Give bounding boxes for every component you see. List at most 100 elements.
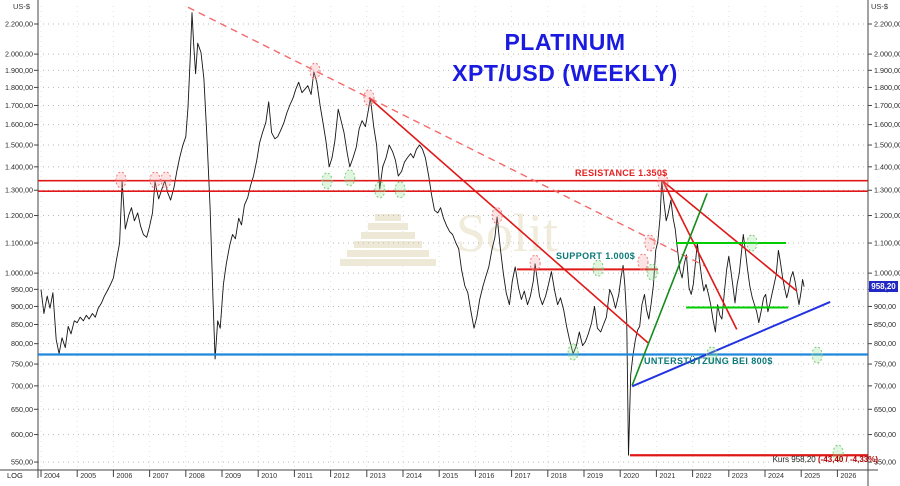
x-axis-label-year: 2026	[840, 471, 856, 480]
y-axis-label-right: 600,00	[874, 430, 896, 439]
y-axis-label-right: 1.300,00	[874, 186, 900, 195]
y-axis-label-right: 900,00	[874, 302, 896, 311]
y-axis-label-right: 1.600,00	[874, 120, 900, 129]
y-axis-label-right: 850,00	[874, 320, 896, 329]
x-axis-label-year: 2005	[80, 471, 96, 480]
support-touch-marker	[832, 444, 844, 462]
y-axis-label-right: 2.200,00	[874, 19, 900, 28]
x-axis-label-year: 2019	[587, 471, 603, 480]
support-touch-marker	[374, 181, 386, 199]
resistance-touch-marker	[149, 171, 161, 189]
y-axis-label-left: 1.900,00	[5, 66, 33, 75]
title-pair-timeframe: XPT/USD (WEEKLY)	[452, 60, 678, 86]
touch-markers	[115, 62, 844, 462]
x-axis-label-year: 2014	[406, 471, 422, 480]
support-touch-marker	[344, 169, 356, 187]
watermark-text: Solit	[456, 203, 559, 263]
y-axis-label-left: 700,00	[11, 381, 33, 390]
support-touch-marker	[746, 234, 758, 252]
y-axis-label-right: 1.200,00	[874, 211, 900, 220]
y-axis-label-left: 800,00	[11, 339, 33, 348]
y-axis-label-left: 1.600,00	[5, 120, 33, 129]
y-axis-label-left: 650,00	[11, 405, 33, 414]
quote-label: Kurs	[772, 455, 790, 464]
title-instrument: PLATINUM	[504, 29, 626, 55]
y-axis-label-right: 1.900,00	[874, 66, 900, 75]
y-axis-label-left: 1.000,00	[5, 269, 33, 278]
x-axis-label-year: 2011	[297, 471, 312, 480]
price-line	[40, 12, 805, 456]
price-series	[40, 12, 805, 456]
gridlines	[38, 6, 868, 469]
x-axis-label-year: 2010	[261, 471, 277, 480]
support-touch-marker	[567, 343, 579, 361]
x-axis-label-year: 2022	[696, 471, 712, 480]
y-axis-label-left: 2.200,00	[5, 19, 33, 28]
support-annotation: SUPPORT 1.000$	[556, 251, 636, 261]
x-axis-label-year: 2009	[225, 471, 241, 480]
support-touch-marker	[321, 172, 333, 190]
trendline-downtrend-dashed-2008	[187, 6, 706, 267]
x-axis-label-year: 2021	[659, 471, 675, 480]
y-axis-label-left: 1.800,00	[5, 83, 33, 92]
y-axis-label-right: 1.700,00	[874, 101, 900, 110]
y-axis-label-right: 750,00	[874, 360, 896, 369]
resistance-touch-marker	[644, 234, 656, 252]
y-axis-label-left: 850,00	[11, 320, 33, 329]
x-axis-label-year: 2020	[623, 471, 639, 480]
page-title: PLATINUM XPT/USD (WEEKLY)	[415, 27, 715, 89]
x-axis-label-year: 2024	[768, 471, 784, 480]
x-axis-label-year: 2006	[116, 471, 132, 480]
axis-unit-left: US-$	[13, 2, 31, 11]
x-axis-label-year: 2023	[732, 471, 748, 480]
resistance-touch-marker	[657, 173, 669, 191]
x-axis-label-year: 2013	[370, 471, 386, 480]
y-axis-label-left: 1.200,00	[5, 211, 33, 220]
y-axis-label-left: 950,00	[11, 285, 33, 294]
last-price-badge: 958,20	[869, 281, 898, 292]
resistance-touch-marker	[160, 171, 172, 189]
y-axis-label-right: 2.000,00	[874, 50, 900, 59]
resistance-touch-marker	[363, 89, 375, 107]
quote-change: (-43,40 / -4,33%)	[817, 455, 878, 464]
y-axis-label-left: 2.000,00	[5, 50, 33, 59]
trendline-downtrend-2013	[368, 97, 649, 344]
trendline-downtrend-2021-steep	[662, 180, 738, 330]
trendline-uptrend-blue-2020	[631, 300, 831, 388]
quote-value: 958,20	[791, 455, 816, 464]
y-axis-label-right: 1.000,00	[874, 269, 900, 278]
x-axis-label-year: 2025	[804, 471, 820, 480]
support-touch-marker	[811, 346, 823, 364]
resistance-touch-marker	[115, 171, 127, 189]
x-axis-label-year: 2004	[44, 471, 60, 480]
x-axis-label-year: 2016	[478, 471, 494, 480]
y-axis-label-left: 900,00	[11, 302, 33, 311]
log-scale-label: LOG	[7, 471, 23, 480]
support-touch-marker	[706, 346, 718, 364]
trendline-uptrend-green-2020	[631, 193, 708, 386]
support-touch-marker	[394, 181, 406, 199]
unterstuetzung-annotation: UNTERSTÜTZUNG BEI 800$	[644, 356, 773, 366]
quote-line: Kurs 958,20 (-43,40 / -4,33%)	[773, 455, 878, 464]
trendlines	[38, 6, 868, 457]
y-axis-label-left: 1.700,00	[5, 101, 33, 110]
y-axis-label-right: 800,00	[874, 339, 896, 348]
x-axis-label-year: 2017	[515, 471, 531, 480]
y-axis-label-left: 1.100,00	[5, 239, 33, 248]
x-axis-label-year: 2008	[189, 471, 205, 480]
y-axis-label-left: 1.400,00	[5, 162, 33, 171]
x-axis-label-year: 2012	[334, 471, 350, 480]
axis-unit-right: US-$	[871, 2, 889, 11]
resistance-touch-marker	[529, 254, 541, 272]
x-axis-label-year: 2015	[442, 471, 458, 480]
support-touch-marker	[592, 259, 604, 277]
y-axis-label-right: 650,00	[874, 405, 896, 414]
resistance-touch-marker	[309, 62, 321, 80]
pyramid-logo-icon	[338, 210, 438, 266]
y-axis-label-right: 1.500,00	[874, 141, 900, 150]
resistance-touch-marker	[637, 253, 649, 271]
y-axis-label-left: 750,00	[11, 360, 33, 369]
y-axis-label-left: 550,00	[11, 458, 33, 467]
